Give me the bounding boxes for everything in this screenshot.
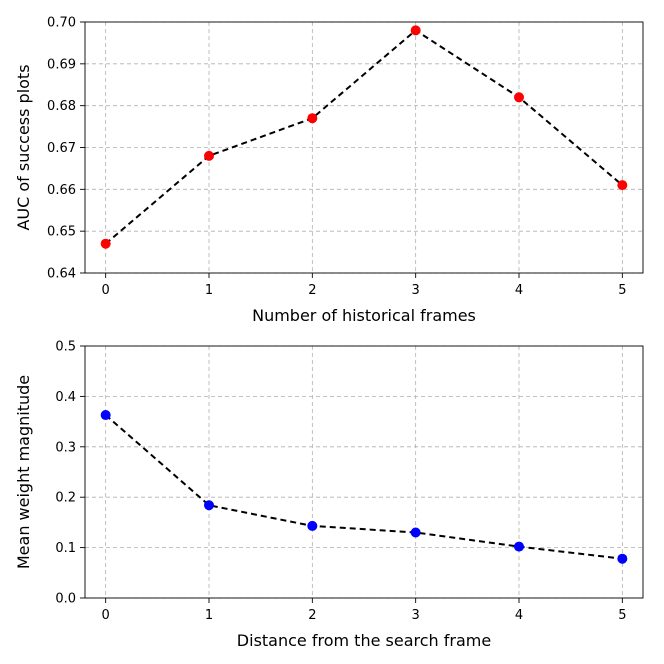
x-tick-label: 4	[515, 283, 523, 298]
x-tick-label: 0	[102, 608, 110, 623]
y-tick-label: 0.5	[55, 340, 76, 355]
y-tick-label: 0.4	[55, 390, 76, 405]
y-tick-label: 0.0	[55, 592, 76, 607]
y-tick-label: 0.3	[55, 440, 76, 455]
data-point	[307, 520, 318, 531]
x-tick-label: 3	[412, 283, 420, 298]
y-tick-label: 0.1	[55, 541, 76, 556]
plot-frame	[84, 345, 644, 599]
x-axis-label: Number of historical frames	[252, 306, 476, 325]
x-tick-label: 2	[308, 283, 316, 298]
y-tick-label: 0.2	[55, 491, 76, 506]
y-axis-label: Mean weight magnitude	[14, 375, 33, 569]
data-point	[617, 180, 628, 191]
y-tick-label: 0.69	[47, 57, 76, 72]
x-tick-label: 0	[102, 283, 110, 298]
x-axis-label: Distance from the search frame	[237, 631, 491, 650]
y-tick-label: 0.65	[47, 225, 76, 240]
x-tick-label: 5	[618, 283, 626, 298]
data-point	[307, 113, 318, 124]
x-tick-label: 5	[618, 608, 626, 623]
x-tick-label: 2	[308, 608, 316, 623]
y-tick-label: 0.68	[47, 99, 76, 114]
data-point	[617, 553, 628, 564]
weight-chart: 0 1 2 3 4 5 0.0 0.1 0.2 0.3 0.4 0.5 Distance from th…	[14, 340, 644, 650]
data-point	[204, 500, 214, 511]
data-point	[100, 410, 111, 421]
auc-chart: 0 1 2 3 4 5 0.64 0.65 0.66 0.67 0.68 0.69 0.70 Number…	[14, 16, 644, 325]
x-tick-label: 1	[205, 283, 213, 298]
data-point	[100, 238, 111, 249]
y-tick-label: 0.67	[47, 141, 76, 156]
x-tick-label: 1	[205, 608, 213, 623]
x-tick-label: 4	[515, 608, 523, 623]
y-tick-label: 0.66	[47, 183, 76, 198]
y-axis-label: AUC of success plots	[14, 64, 33, 230]
series-line	[105, 29, 623, 245]
data-point	[514, 541, 524, 552]
data-point	[410, 527, 421, 538]
y-tick-label: 0.70	[47, 16, 76, 31]
data-point	[204, 150, 214, 161]
x-tick-label: 3	[412, 608, 420, 623]
plot-frame	[84, 21, 644, 274]
data-point	[514, 92, 524, 103]
y-tick-label: 0.64	[47, 267, 76, 282]
series-line	[105, 414, 623, 560]
data-point	[410, 25, 421, 36]
